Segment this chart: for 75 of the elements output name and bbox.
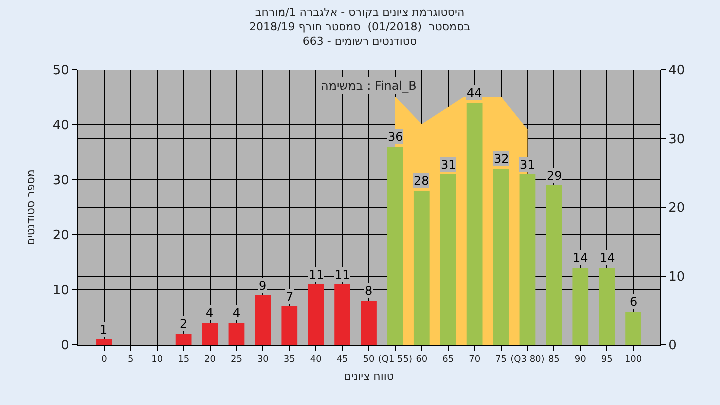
bar xyxy=(414,191,430,345)
x-tick-label: 25 xyxy=(231,354,242,365)
data-label: 14 xyxy=(573,251,588,265)
annotation: במשימה : Final_B xyxy=(321,79,417,93)
data-label: 14 xyxy=(600,251,616,265)
bar xyxy=(202,323,218,345)
bar xyxy=(282,306,298,345)
y2-tick-label: 20 xyxy=(668,201,686,216)
x-tick-label: 30 xyxy=(257,354,270,365)
data-label: 32 xyxy=(494,152,510,166)
x-tick-label: 75 xyxy=(496,354,507,365)
x-tick-label: 20 xyxy=(204,354,216,365)
x-tick-label: 35 xyxy=(284,354,296,365)
chart-subtitle: בסמסטר (01/2018) סמסטר חורף 2018/19 סטודנטים רשומים - 663 xyxy=(250,20,470,48)
data-label: 6 xyxy=(630,295,638,309)
data-label: 1 xyxy=(100,323,108,337)
bar xyxy=(96,340,112,345)
x-tick-label: 85 xyxy=(548,354,560,365)
bar xyxy=(466,103,483,345)
x-tick-label: 40 xyxy=(310,354,322,365)
bar xyxy=(572,268,589,345)
bar xyxy=(599,268,616,345)
data-label: 31 xyxy=(520,158,536,172)
data-label: 11 xyxy=(335,268,350,282)
data-label: 29 xyxy=(547,169,562,183)
data-label: 31 xyxy=(441,158,456,172)
bar xyxy=(361,301,377,345)
x-axis-title: טווח ציונים xyxy=(344,370,394,383)
data-label: 4 xyxy=(233,306,241,320)
bar xyxy=(228,323,245,345)
y-tick-label: 30 xyxy=(52,174,70,189)
x-tick-label: 100 xyxy=(624,354,642,365)
bar xyxy=(520,174,536,345)
data-label: 11 xyxy=(309,268,324,282)
bar xyxy=(546,186,562,345)
y2-tick-label: 0 xyxy=(668,338,677,354)
y-tick-label: 0 xyxy=(61,338,70,354)
y2-tick-label: 30 xyxy=(668,132,686,148)
data-label: 2 xyxy=(180,317,188,331)
bar xyxy=(440,174,456,345)
y-tick-label: 20 xyxy=(52,228,70,244)
x-tick-label: 15 xyxy=(178,354,190,365)
x-tick-label: 60 xyxy=(416,354,428,365)
x-tick-label: 45 xyxy=(336,354,348,365)
x-tick-label: 0 xyxy=(102,354,108,365)
bar xyxy=(493,169,510,345)
data-label: 9 xyxy=(259,279,267,293)
data-label: 44 xyxy=(467,86,482,100)
y2-tick-label: 10 xyxy=(668,270,686,285)
bar xyxy=(255,296,272,345)
y-tick-label: 50 xyxy=(52,64,70,79)
bar xyxy=(388,147,404,345)
y-tick-label: 10 xyxy=(52,284,70,299)
x-tick-label: 70 xyxy=(469,354,481,365)
x-tick-label: (Q1 55) xyxy=(378,354,413,365)
x-tick-label: 90 xyxy=(574,354,587,365)
y-axis-title: מספר סטודנטים xyxy=(24,170,38,246)
bar xyxy=(334,284,350,345)
x-tick-label: 95 xyxy=(601,354,613,365)
x-tick-label: 10 xyxy=(152,354,164,365)
data-label: 36 xyxy=(388,130,404,144)
bar xyxy=(308,284,324,345)
chart-title: היסטוגרמת ציונים בקורס - אלגברה 1/מורחב xyxy=(255,6,465,20)
bar xyxy=(626,312,642,345)
bar xyxy=(176,334,192,345)
data-label: 4 xyxy=(206,306,214,320)
x-tick-label: 65 xyxy=(442,354,454,365)
y2-tick-label: 40 xyxy=(668,64,686,79)
data-label: 8 xyxy=(365,284,373,298)
y-tick-label: 40 xyxy=(52,118,70,134)
x-tick-label: (Q3 80) xyxy=(510,354,545,365)
data-label: 7 xyxy=(286,290,294,304)
x-tick-label: 50 xyxy=(363,354,375,365)
data-label: 28 xyxy=(414,174,430,188)
x-tick-label: 5 xyxy=(128,354,134,365)
